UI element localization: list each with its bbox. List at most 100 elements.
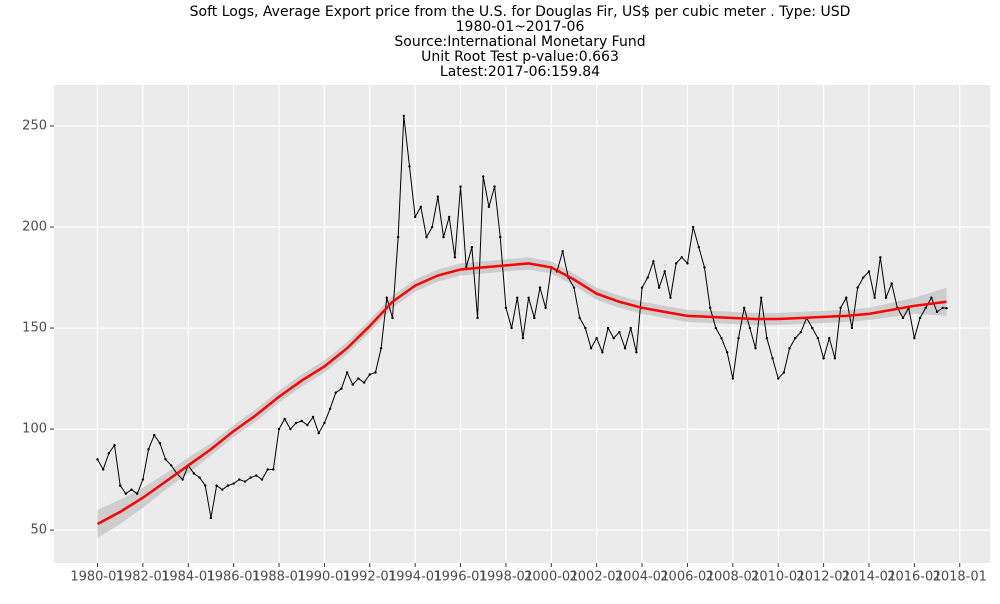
x-tick-label: 1998-01 xyxy=(479,570,533,585)
data-point xyxy=(674,262,678,265)
data-point xyxy=(294,421,298,425)
data-point xyxy=(720,336,723,340)
y-tick-label: 200 xyxy=(22,220,47,235)
data-point xyxy=(782,371,786,374)
y-tick-label: 50 xyxy=(30,523,47,538)
data-point xyxy=(402,114,406,118)
y-tick-label: 250 xyxy=(22,119,47,134)
data-point xyxy=(226,484,230,487)
data-point xyxy=(629,326,632,330)
data-point xyxy=(760,296,763,299)
data-point xyxy=(493,185,496,188)
data-point xyxy=(521,336,525,340)
data-point xyxy=(113,444,116,447)
data-point xyxy=(482,175,485,178)
data-point xyxy=(680,256,683,259)
x-tick-label: 1986-01 xyxy=(206,570,260,585)
data-point xyxy=(544,306,547,310)
smooth-line xyxy=(96,262,947,526)
data-point xyxy=(845,296,848,299)
data-point xyxy=(811,326,814,330)
data-point xyxy=(436,195,440,198)
data-point xyxy=(345,371,349,374)
data-point xyxy=(652,260,655,263)
data-point xyxy=(697,246,700,249)
data-point xyxy=(334,391,337,394)
data-point xyxy=(533,316,536,320)
y-tick-label: 150 xyxy=(22,321,47,336)
data-point xyxy=(595,336,598,340)
x-tick-label: 2018-01 xyxy=(933,570,987,585)
data-point xyxy=(873,296,876,299)
data-point xyxy=(794,336,797,340)
data-point xyxy=(300,419,303,423)
data-point xyxy=(725,351,729,354)
data-point xyxy=(879,256,882,259)
data-point xyxy=(924,306,927,310)
data-point xyxy=(442,235,445,239)
data-point xyxy=(385,296,388,299)
data-point xyxy=(589,347,593,350)
data-point xyxy=(476,316,479,320)
data-point xyxy=(311,415,315,419)
data-point xyxy=(379,347,383,350)
data-point xyxy=(867,270,871,273)
data-point xyxy=(499,235,502,239)
x-tick-label: 1980-01 xyxy=(70,570,124,585)
data-point xyxy=(833,357,837,360)
data-point xyxy=(141,478,145,481)
data-point xyxy=(340,387,343,390)
data-point xyxy=(368,373,371,376)
data-point xyxy=(623,347,627,350)
x-tick-label: 2014-01 xyxy=(842,570,896,585)
x-tick-label: 1982-01 xyxy=(116,570,170,585)
data-point xyxy=(572,286,576,289)
x-tick-label: 2004-01 xyxy=(615,570,669,585)
y-tick-label: 100 xyxy=(22,422,47,437)
data-point xyxy=(221,488,224,491)
data-point xyxy=(669,296,672,299)
data-point xyxy=(266,468,269,471)
data-point xyxy=(799,330,803,334)
subtitle: Latest:2017-06:159.84 xyxy=(440,64,600,80)
data-point xyxy=(198,476,201,479)
x-tick-label: 1996-01 xyxy=(433,570,487,585)
data-point xyxy=(238,478,241,481)
data-point xyxy=(425,235,428,239)
data-point xyxy=(118,484,122,487)
x-tick-label: 2006-01 xyxy=(660,570,714,585)
data-point xyxy=(306,423,309,427)
data-point xyxy=(459,185,462,188)
data-point xyxy=(935,310,939,314)
data-point xyxy=(243,480,247,483)
data-point xyxy=(391,316,394,320)
data-point xyxy=(578,316,581,320)
data-point xyxy=(413,215,417,219)
data-point xyxy=(232,482,235,485)
data-point xyxy=(584,326,587,330)
data-point xyxy=(504,306,508,310)
data-point xyxy=(742,306,746,310)
data-point xyxy=(748,326,752,330)
data-point xyxy=(890,282,893,285)
data-point xyxy=(260,478,264,481)
data-point xyxy=(601,351,604,354)
data-point xyxy=(856,286,859,289)
data-point xyxy=(153,433,156,437)
data-point xyxy=(657,286,661,289)
data-point xyxy=(351,383,354,386)
data-point xyxy=(277,427,281,431)
data-point xyxy=(272,468,275,471)
data-point xyxy=(487,205,491,209)
x-tick-label: 2008-01 xyxy=(706,570,760,585)
data-point xyxy=(737,336,740,340)
data-point xyxy=(136,492,139,495)
x-tick-label: 2012-01 xyxy=(796,570,850,585)
data-point xyxy=(765,336,769,340)
data-point xyxy=(538,286,542,289)
x-tick-label: 2000-01 xyxy=(524,570,578,585)
data-point xyxy=(209,516,213,520)
data-point xyxy=(453,256,457,259)
data-point xyxy=(822,357,825,360)
